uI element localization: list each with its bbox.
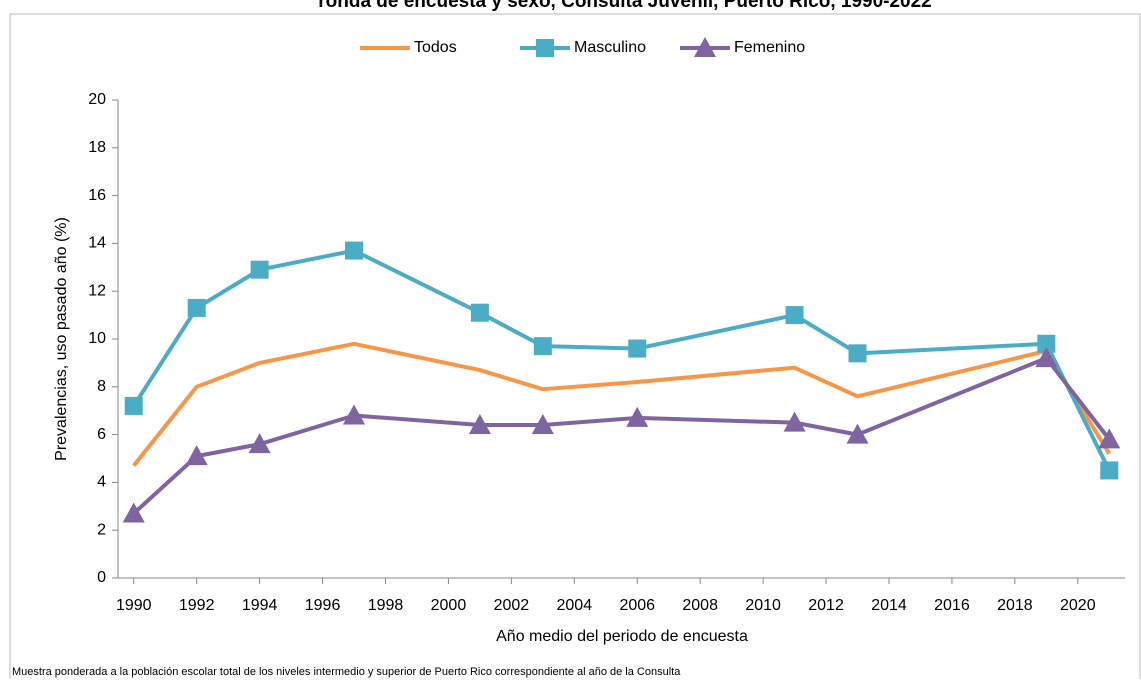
marker: [1100, 461, 1119, 480]
y-axis-label: Prevalencias, uso pasado año (%): [53, 217, 70, 461]
marker: [468, 414, 491, 435]
y-tick-label: 16: [88, 187, 106, 204]
marker: [536, 39, 554, 57]
x-tick-label: 2020: [1060, 597, 1096, 614]
x-tick-label: 2002: [494, 597, 530, 614]
y-tick-label: 4: [97, 474, 106, 491]
x-tick-label: 1992: [179, 597, 215, 614]
marker: [531, 414, 554, 435]
x-tick-label: 2016: [934, 597, 970, 614]
marker: [470, 303, 489, 322]
x-tick-label: 1990: [116, 597, 152, 614]
marker: [343, 404, 366, 425]
footnote: Muestra ponderada a la población escolar…: [12, 666, 681, 678]
marker: [1098, 428, 1121, 449]
x-tick-label: 2010: [745, 597, 781, 614]
y-tick-label: 10: [88, 330, 106, 347]
marker: [187, 298, 206, 317]
y-tick-label: 18: [88, 139, 106, 156]
marker: [345, 241, 364, 260]
x-tick-label: 2006: [619, 597, 655, 614]
legend-label: Masculino: [574, 39, 646, 56]
marker: [1037, 334, 1056, 353]
y-tick-label: 12: [88, 282, 106, 299]
y-tick-label: 6: [97, 426, 106, 443]
x-tick-label: 1996: [305, 597, 341, 614]
marker: [626, 406, 649, 427]
y-tick-label: 2: [97, 521, 106, 538]
y-tick-label: 8: [97, 378, 106, 395]
legend-label: Todos: [414, 39, 457, 56]
chart-title: ronda de encuesta y sexo, Consulta Juven…: [318, 0, 932, 12]
marker: [533, 337, 552, 356]
marker: [785, 306, 804, 325]
series-line: [132, 341, 1111, 467]
marker: [124, 396, 143, 415]
marker: [248, 433, 271, 454]
x-tick-label: 2018: [997, 597, 1033, 614]
chart-border: [9, 13, 1141, 684]
y-tick-label: 14: [88, 235, 106, 252]
x-tick-label: 2000: [431, 597, 467, 614]
x-axis-label: Año medio del periodo de encuesta: [496, 628, 748, 645]
marker: [848, 344, 867, 363]
marker: [694, 37, 716, 57]
y-tick-label: 20: [88, 91, 106, 108]
x-tick-label: 2012: [808, 597, 844, 614]
marker: [628, 339, 647, 358]
marker: [250, 260, 269, 279]
marker: [783, 411, 806, 432]
x-tick-label: 2004: [557, 597, 593, 614]
marker: [185, 445, 208, 466]
x-tick-label: 1998: [368, 597, 404, 614]
legend-label: Femenino: [734, 39, 805, 56]
marker: [846, 423, 869, 444]
x-tick-label: 2014: [871, 597, 907, 614]
marker: [122, 502, 145, 523]
marker: [1035, 347, 1058, 368]
y-tick-label: 0: [97, 569, 106, 586]
x-tick-label: 2008: [682, 597, 718, 614]
x-tick-label: 1994: [242, 597, 278, 614]
